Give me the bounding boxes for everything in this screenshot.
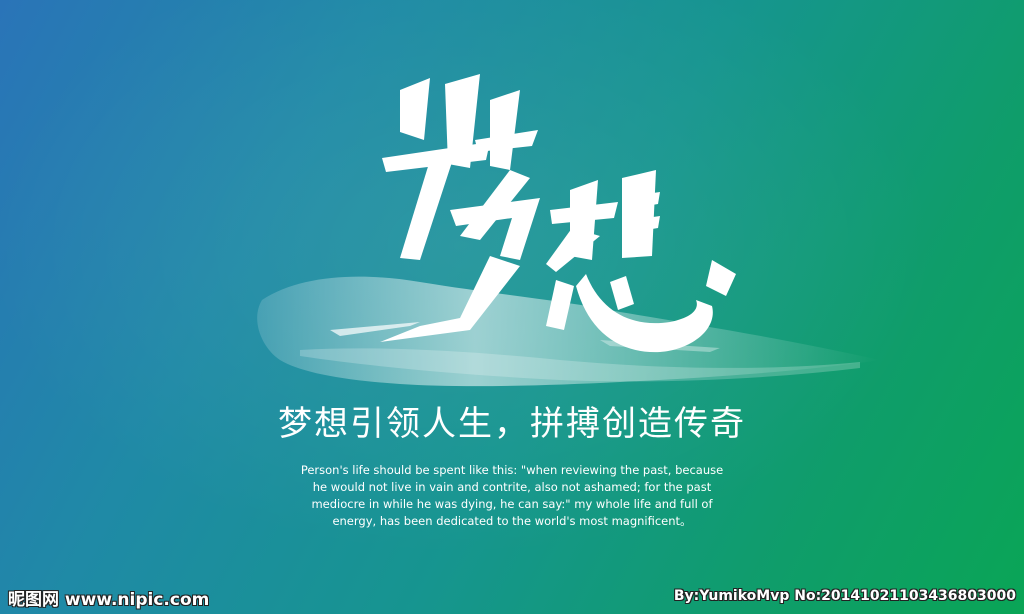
quote-line: he would not live in vain and contrite, … bbox=[312, 480, 712, 494]
headline-slogan: 梦想引领人生，拼搏创造传奇 bbox=[278, 404, 746, 444]
quote-line: mediocre in while he was dying, he can s… bbox=[311, 497, 713, 511]
english-quote: Person's life should be spent like this:… bbox=[262, 462, 762, 530]
nipic-watermark: 昵图网 www.nipic.com bbox=[8, 590, 210, 610]
quote-line: energy, has been dedicated to the world'… bbox=[332, 514, 692, 528]
calligraphy-dream-characters bbox=[380, 74, 736, 353]
author-id-watermark: By:YumikoMvp No:20141021103436803000 bbox=[673, 588, 1016, 604]
quote-line: Person's life should be spent like this:… bbox=[300, 463, 724, 477]
